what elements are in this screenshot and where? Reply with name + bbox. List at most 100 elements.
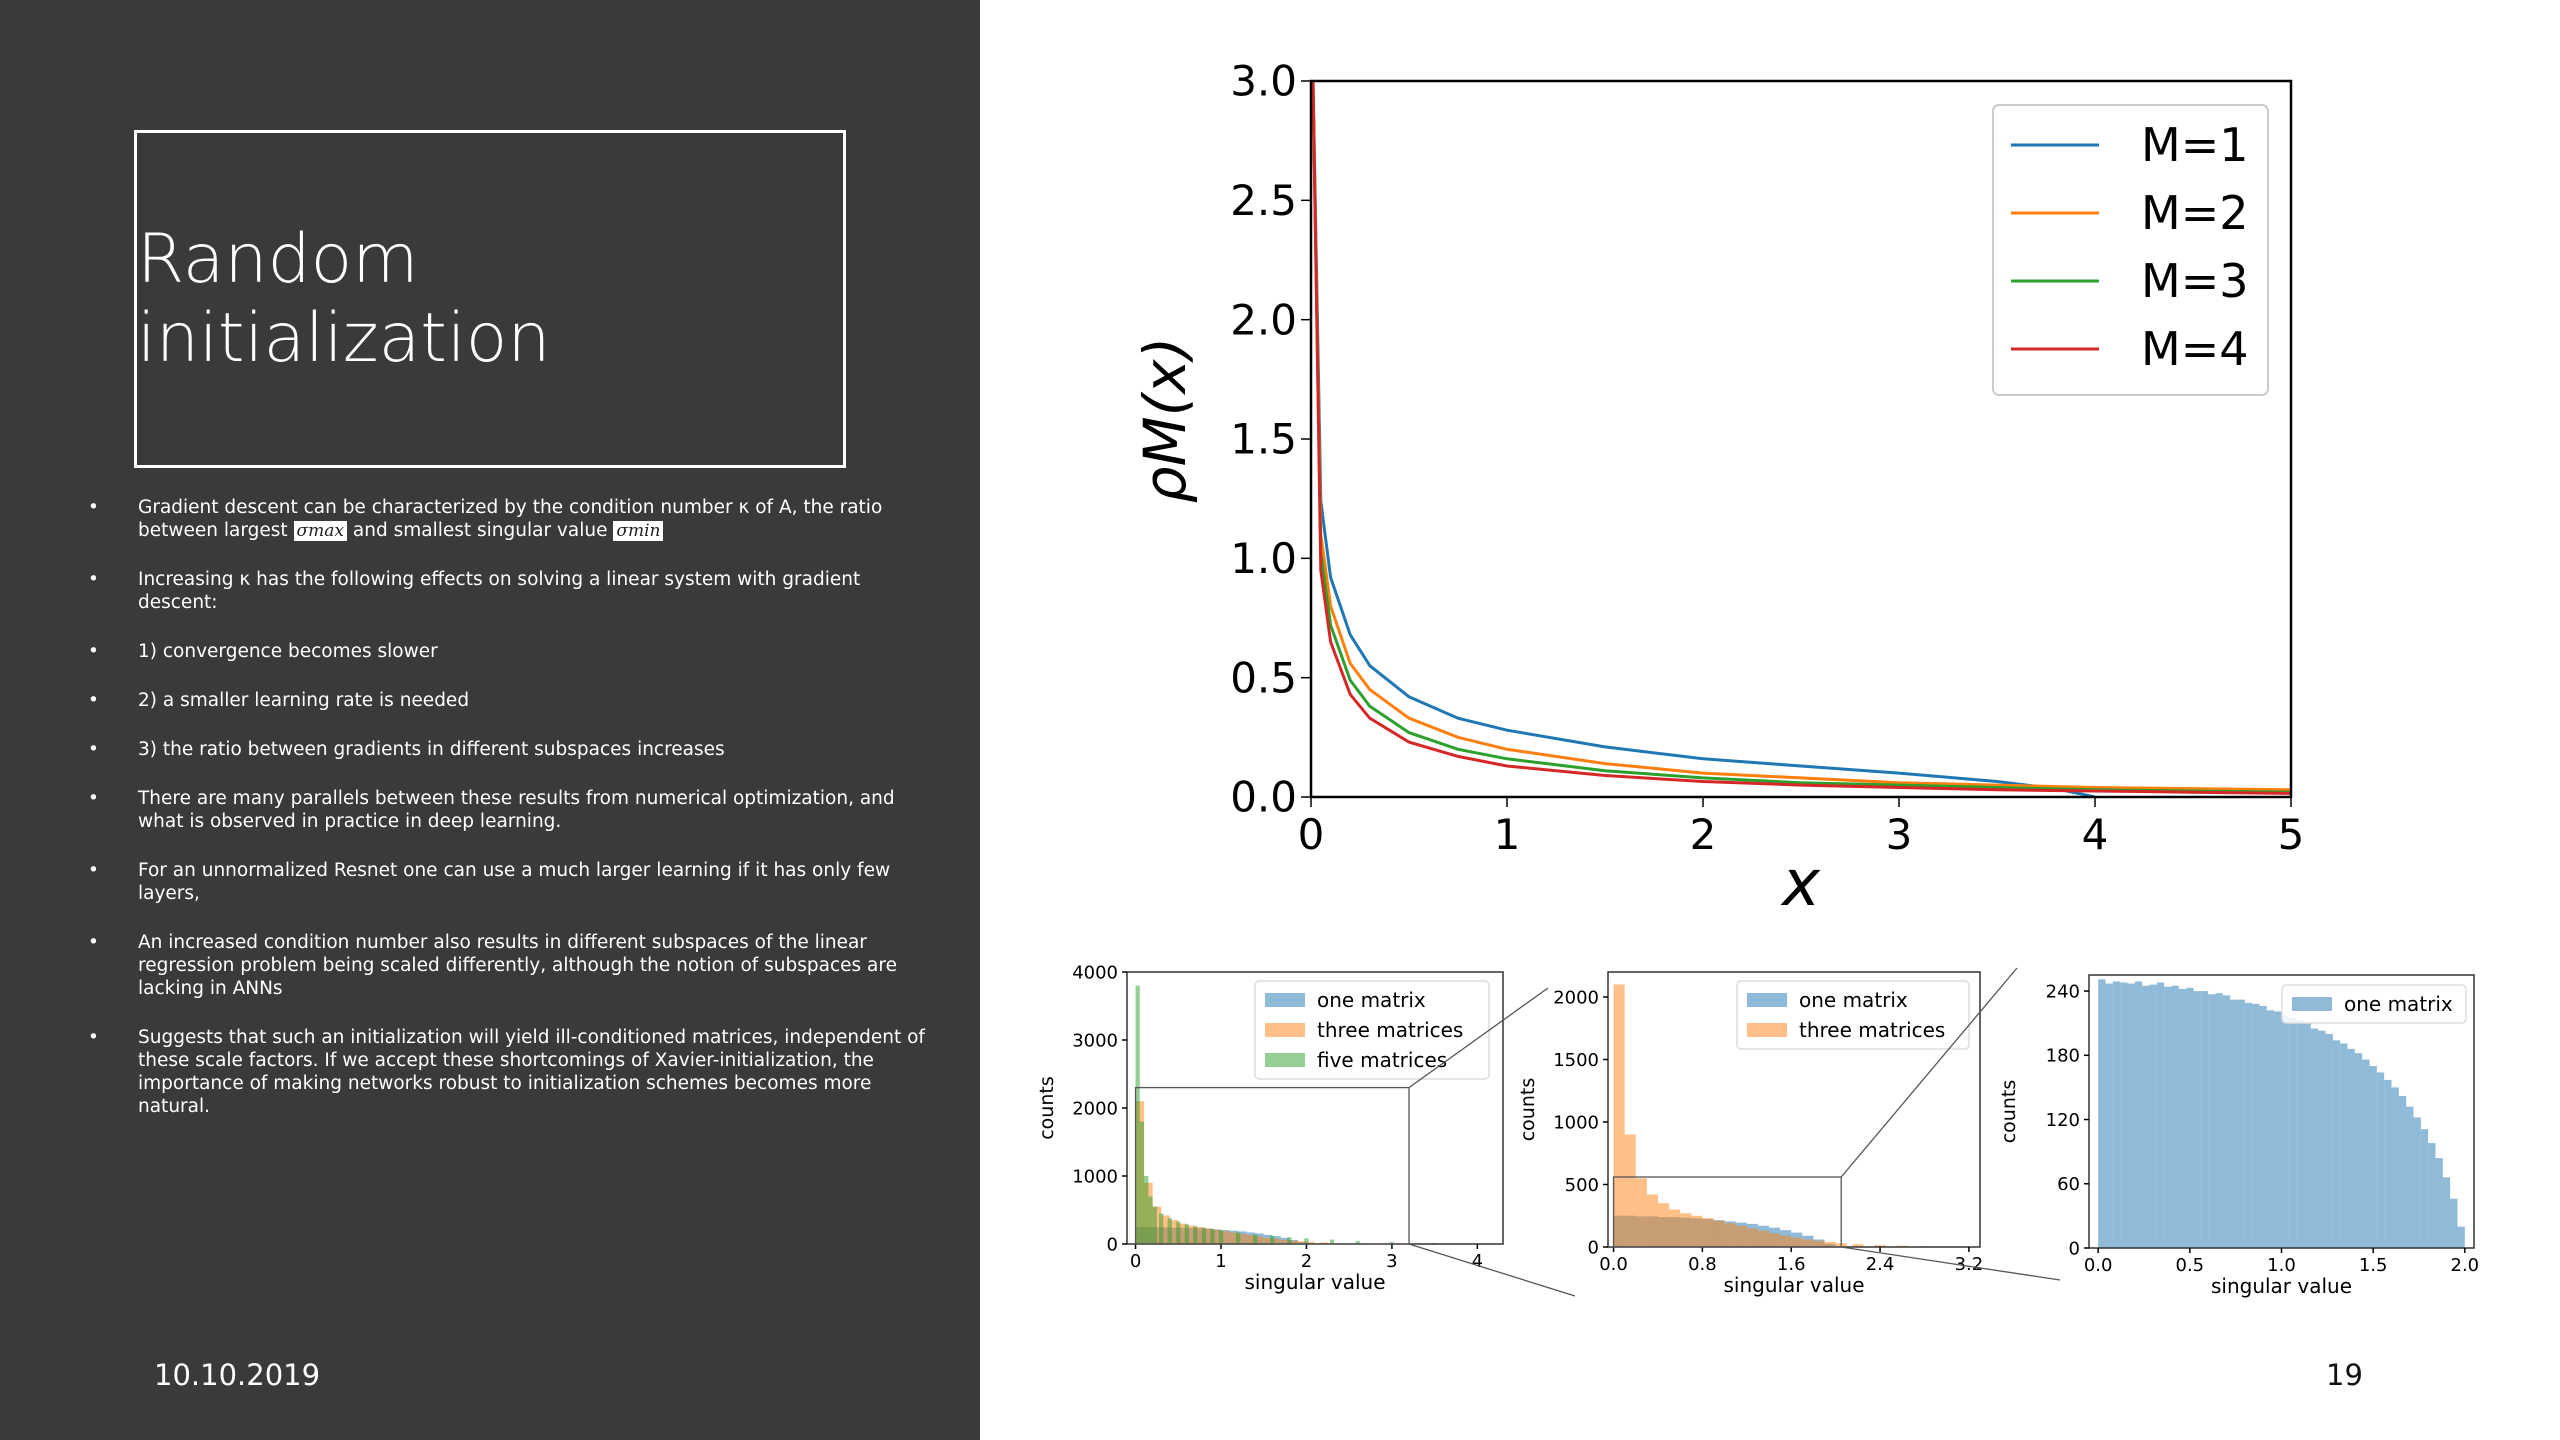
histogram-bar (2347, 1048, 2355, 1248)
histogram-bar (2098, 979, 2106, 1248)
histogram-bar (2406, 1106, 2414, 1248)
histogram-bar (1135, 1227, 1145, 1244)
histogram-bar (1824, 1243, 1836, 1247)
histogram-bar (1246, 1232, 1256, 1244)
legend-label: three matrices (1317, 1018, 1463, 1042)
histogram-bar (1336, 1242, 1345, 1244)
histogram-bar (2384, 1079, 2392, 1248)
y-tick-label: 2000 (1553, 987, 1599, 1008)
bullet-item: • 3) the ratio between gradients in diff… (86, 738, 926, 761)
histogram-bar (1139, 1121, 1145, 1244)
legend-label: one matrix (1799, 988, 1908, 1012)
legend-label: five matrices (1317, 1048, 1447, 1072)
histogram-bar (2457, 1226, 2465, 1248)
histogram-bar (1613, 984, 1625, 1247)
y-tick-label: 1.0 (1230, 534, 1297, 583)
histogram-bar (1280, 1239, 1290, 1244)
y-tick-label: 180 (2046, 1046, 2080, 1067)
series-line (1311, 81, 2096, 797)
histogram-bar (1178, 1227, 1187, 1244)
series-line (1311, 81, 2291, 795)
y-tick-label: 120 (2046, 1110, 2080, 1131)
histogram-bar (2288, 1017, 2297, 1248)
histogram-bar (1212, 1229, 1221, 1244)
histogram-bar (1735, 1222, 1747, 1247)
x-tick-label: 1.5 (2359, 1255, 2388, 1276)
histogram-bar (2215, 993, 2223, 1248)
x-tick-label: 0.8 (1688, 1254, 1717, 1275)
legend-swatch (1265, 993, 1305, 1007)
histogram-bar (1624, 1134, 1636, 1247)
histogram-bar (1304, 1238, 1309, 1244)
histogram-bar (1272, 1238, 1281, 1244)
bullet-dot: • (88, 569, 99, 590)
histogram-bar (2340, 1043, 2348, 1248)
histogram-bar (1178, 1223, 1187, 1244)
histogram-bar (2281, 1015, 2289, 1248)
x-tick-label: 4 (2082, 810, 2109, 859)
histogram-bar (1306, 1241, 1315, 1244)
histogram-bar (1657, 1203, 1670, 1247)
histogram-bar (1221, 1231, 1230, 1244)
histogram-bar (1635, 1216, 1647, 1247)
series-line (1311, 81, 2291, 792)
x-tick-label: 0.0 (2084, 1255, 2113, 1276)
x-tick-label: 2.4 (1866, 1254, 1895, 1275)
histogram-bar (2420, 1129, 2429, 1248)
histogram-bar (1329, 1239, 1335, 1244)
histogram-bar (1802, 1235, 1814, 1247)
histogram-bar (1297, 1242, 1307, 1244)
chart-group: 0.0 0.5 1.0 1.5 2.0 0 60 120 180 240 singular valu… (1998, 974, 2479, 1298)
histogram-bar (1835, 1243, 1847, 1247)
histogram-bar (1691, 1215, 1703, 1247)
histogram-bar (1218, 1230, 1224, 1244)
y-axis-label: counts (1036, 1076, 1058, 1140)
y-tick-label: 240 (2046, 981, 2080, 1002)
histogram-bar (2428, 1143, 2436, 1248)
histogram-bar (1735, 1225, 1747, 1247)
x-tick-label: 1.0 (2267, 1255, 2296, 1276)
histogram-bar (1780, 1230, 1792, 1247)
legend-swatch (1265, 1023, 1305, 1037)
bullet-item: • Suggests that such an initialization wi… (86, 1026, 926, 1118)
histogram-bar (1713, 1220, 1725, 1247)
legend-label: M=1 (2141, 118, 2249, 172)
histogram-bar (1272, 1236, 1281, 1244)
histogram-bar (1167, 1218, 1172, 1244)
histogram-bar (2266, 1010, 2275, 1248)
series-line (1311, 81, 2291, 794)
histogram-bar (2435, 1158, 2443, 1248)
y-tick-label: 1500 (1553, 1050, 1599, 1071)
y-tick-label: 3000 (1072, 1030, 1118, 1051)
histogram-bar (2193, 991, 2201, 1248)
histogram-bar (1161, 1215, 1170, 1244)
histogram-bar (2413, 1117, 2421, 1248)
legend-frame (1736, 980, 1970, 1050)
bullet-item: • There are many parallels between these … (86, 787, 926, 833)
histogram-bar (1319, 1242, 1328, 1244)
x-axis-label: singular value (1723, 1273, 1864, 1297)
bullet-item: • 2) a smaller learning rate is needed (86, 689, 926, 712)
x-tick-label: 4 (1472, 1251, 1483, 1272)
histogram-bar (1152, 1227, 1162, 1244)
legend-frame (1992, 104, 2269, 396)
histogram-bar (1270, 1235, 1275, 1244)
x-tick-label: 3.2 (1955, 1254, 1984, 1275)
histogram-bar (1691, 1218, 1703, 1247)
y-tick-label: 0 (1107, 1234, 1118, 1255)
plot-frame (2088, 974, 2475, 1249)
histogram-bar (1432, 1242, 1437, 1244)
x-tick-label: 1 (1215, 1251, 1226, 1272)
chart-group: 0 1 2 3 4 0 1000 2000 3000 4000 singular value coun… (1036, 962, 1576, 1297)
histogram-bar (1624, 1215, 1636, 1247)
slide-title: Random initialization (137, 220, 551, 378)
bullet-dot: • (88, 1027, 99, 1048)
histogram-bar (1210, 1229, 1215, 1244)
histogram-bar (1746, 1223, 1758, 1247)
x-tick-label: 3 (1386, 1251, 1397, 1272)
histogram-bar (1780, 1235, 1792, 1247)
histogram-bar (1680, 1213, 1692, 1247)
histogram-bar (1255, 1236, 1264, 1244)
zoom-region-box (1134, 1086, 1410, 1245)
histogram-bar (2156, 982, 2165, 1248)
